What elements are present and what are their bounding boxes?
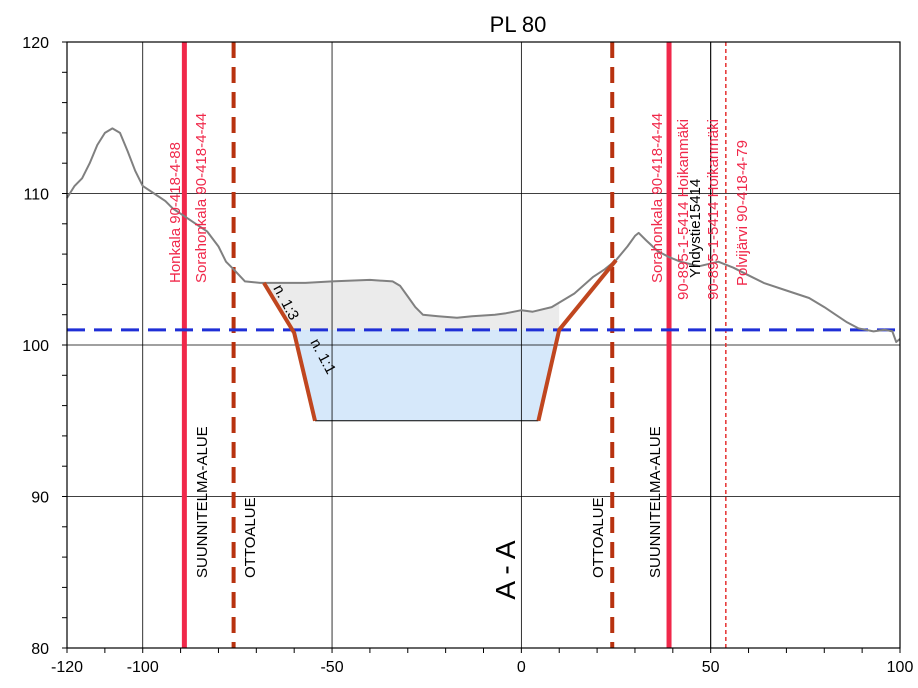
vline-label-hoikanmaki-1: 90-895-1-5414 Hoikanmäki [675,119,692,300]
section-label: A - A [490,540,521,599]
area-fill [263,279,560,330]
tick-labels-layer: -120 -100 -50 0 50 100 80 90 100 110 120 [22,35,913,676]
vline-label-polvijarvi: Polvijärvi 90-418-4-79 [734,140,751,286]
vline-label-sorahonkala-right: Sorahonkala 90-418-4-44 [649,113,666,283]
y-tick-label: 110 [23,187,49,204]
y-tick-label: 120 [22,35,49,52]
x-tick-label: 100 [887,659,914,676]
ground-profile-line [66,127,901,343]
x-tick-label: 50 [702,659,720,676]
y-tick-label: 80 [31,641,49,658]
x-tick-label: -120 [51,659,83,676]
y-tick-label: 100 [22,338,49,355]
vline-label-sorahonkala-left: Sorahonkala 90-418-4-44 [193,113,210,283]
series-layer [66,127,901,422]
y-tick-label: 90 [31,490,49,507]
vline-label-yhdystie: Yhdystie15414 [687,179,704,278]
vertical-lines-layer [181,42,727,648]
excavation-slope-line [536,258,618,422]
x-tick-label: -50 [320,659,343,676]
vertical-labels-layer: Honkala 90-418-4-88 Sorahonkala 90-418-4… [167,113,751,578]
area-water [292,329,560,421]
chart-title: PL 80 [490,12,547,37]
annotation-suunnitelma-alue-left: SUUNNITELMA-ALUE [194,426,211,578]
annotation-suunnitelma-alue-right: SUUNNITELMA-ALUE [647,426,664,578]
vline-label-honkala: Honkala 90-418-4-88 [167,142,184,283]
x-tick-label: -100 [127,659,159,676]
vline-label-hoikanmaki-2: 90-895-1-5414 Hoikanmäki [705,119,722,300]
annotation-ottoalue-right: OTTOALUE [590,497,607,578]
annotation-ottoalue-left: OTTOALUE [242,497,259,578]
x-tick-label: 0 [517,659,526,676]
areas-layer [263,279,560,422]
excavation-slope-line [262,281,317,422]
axis-layer [62,41,901,653]
